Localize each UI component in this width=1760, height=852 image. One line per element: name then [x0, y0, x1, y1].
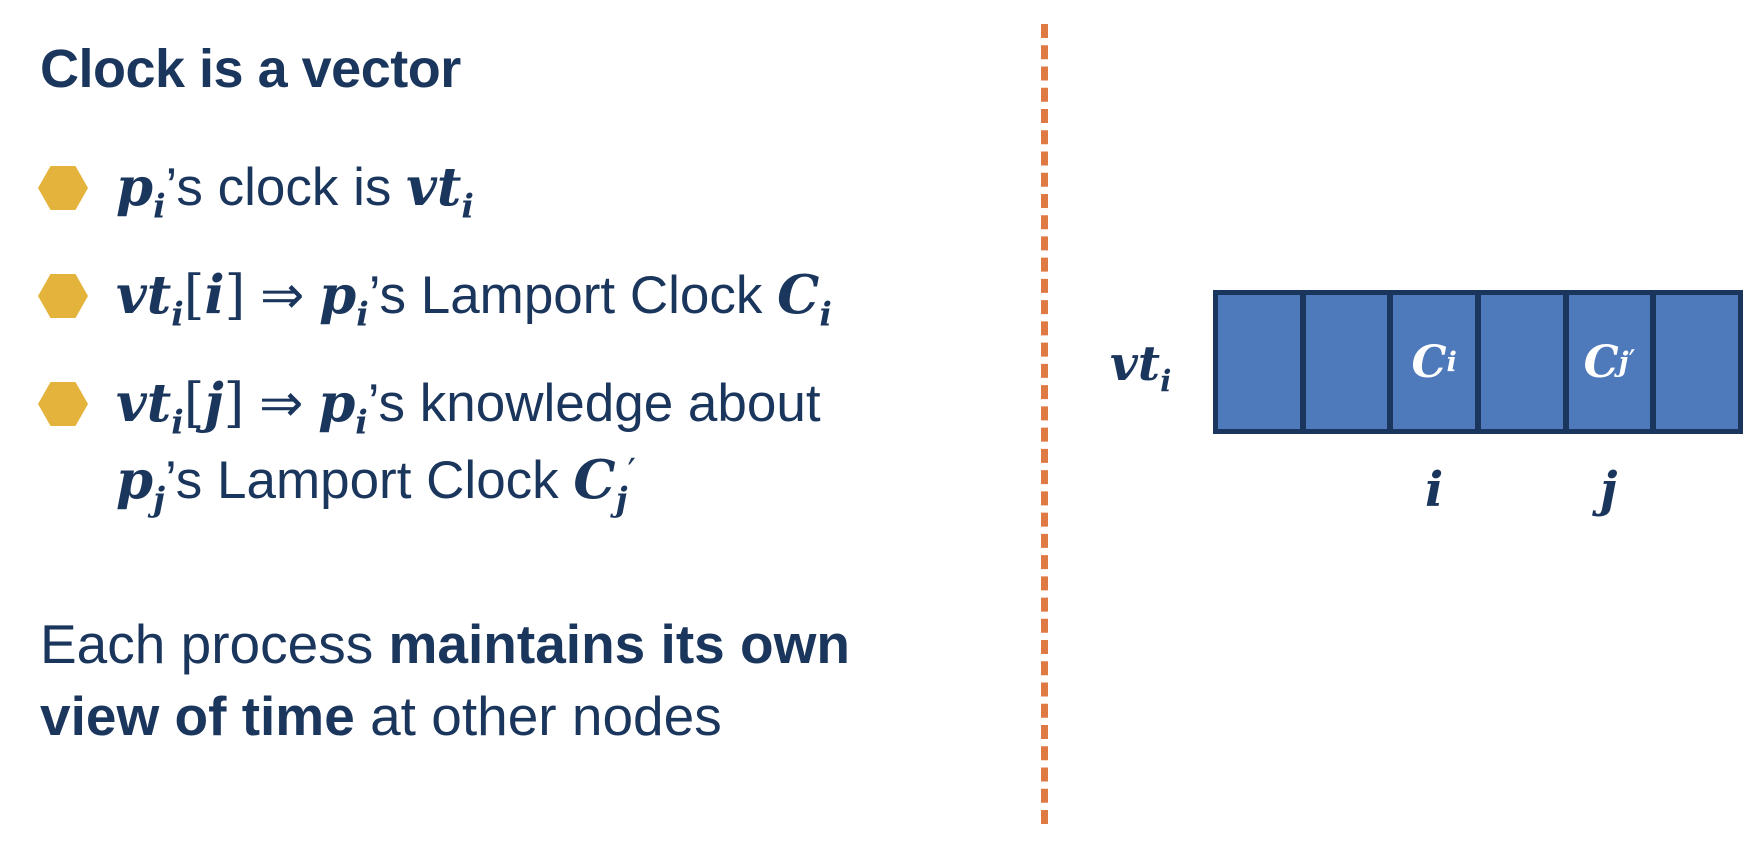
- process-symbol: pi: [116, 156, 166, 226]
- vector-time-symbol: vti: [116, 264, 184, 334]
- bullet-text-1: pi’s clock is vti: [116, 156, 474, 226]
- summary-paragraph: Each process maintains its own view of ti…: [40, 613, 850, 747]
- bullet-text-2: vti[i] ⇒ pi’s Lamport Clock Ci: [116, 264, 832, 334]
- lamport-clock-symbol: Cj′: [573, 448, 636, 519]
- hexagon-bullet-icon: [38, 382, 88, 426]
- hexagon-bullet-icon: [38, 166, 88, 210]
- vector-time-symbol: vti: [406, 156, 474, 226]
- bullet-text-3-line2: pj’s Lamport Clock Cj′: [116, 448, 636, 519]
- hexagon-bullet-icon: [38, 274, 88, 318]
- vector-label: vti: [1110, 336, 1172, 400]
- dashed-divider: [1041, 24, 1048, 824]
- vector-cell: [1305, 295, 1388, 429]
- vector-cell: [1218, 295, 1300, 429]
- process-symbol: pi: [318, 372, 368, 442]
- bullet-text-3: vti[j] ⇒ pi’s knowledge about: [116, 372, 821, 442]
- index-label-j: j: [1600, 462, 1618, 518]
- vector-cell: [1656, 295, 1739, 429]
- lamport-clock-symbol: Ci: [777, 264, 832, 334]
- vector-cell: [1481, 295, 1563, 429]
- vector-time-symbol: vti: [116, 372, 184, 442]
- process-symbol: pi: [319, 264, 369, 334]
- implies-arrow: ⇒: [245, 266, 320, 325]
- implies-arrow: ⇒: [244, 374, 319, 433]
- index-label-i: i: [1425, 462, 1444, 518]
- process-symbol: pj: [116, 448, 165, 519]
- slide-heading: Clock is a vector: [40, 39, 461, 99]
